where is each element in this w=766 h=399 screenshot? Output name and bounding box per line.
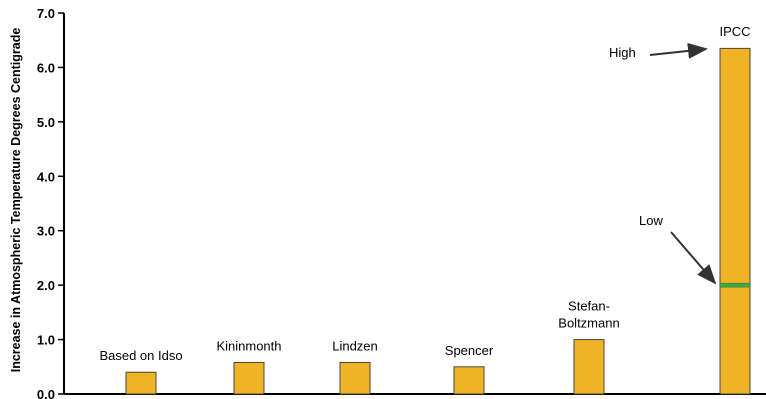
y-axis: 0.0 1.0 2.0 3.0 4.0 5.0 6.0 7.0 — [37, 6, 766, 399]
low-annotation: Low — [639, 213, 663, 228]
bar-label: Based on Idso — [99, 348, 182, 363]
y-tick-label: 4.0 — [37, 169, 55, 184]
y-tick-label: 7.0 — [37, 6, 55, 21]
bar — [339, 361, 371, 395]
bar — [453, 366, 485, 395]
bar-label: Kininmonth — [216, 338, 281, 353]
y-axis-label: Increase in Atmospheric Temperature Degr… — [9, 28, 23, 373]
y-tick-label: 6.0 — [37, 60, 55, 75]
high-annotation: High — [609, 45, 636, 60]
bars-group — [125, 47, 751, 395]
y-tick-label: 1.0 — [37, 333, 55, 348]
y-tick-label: 2.0 — [37, 278, 55, 293]
bar — [573, 339, 605, 395]
y-tick-label: 5.0 — [37, 115, 55, 130]
bar-label: Stefan- — [568, 299, 610, 314]
low-arrow — [670, 231, 717, 285]
bar-label: Boltzmann — [558, 316, 619, 331]
bar — [233, 361, 265, 395]
bar — [719, 47, 751, 395]
y-tick-label: 3.0 — [37, 224, 55, 239]
bar-labels-group: Based on Idso Kininmonth Lindzen Spencer Ste… — [99, 24, 750, 363]
bar-label: Lindzen — [332, 338, 378, 353]
y-tick-label: 0.0 — [37, 387, 55, 399]
bar-label: Spencer — [445, 343, 494, 358]
bar-label: IPCC — [719, 24, 750, 39]
high-arrow — [649, 42, 708, 59]
low-marker — [719, 282, 751, 288]
bar — [125, 371, 157, 395]
